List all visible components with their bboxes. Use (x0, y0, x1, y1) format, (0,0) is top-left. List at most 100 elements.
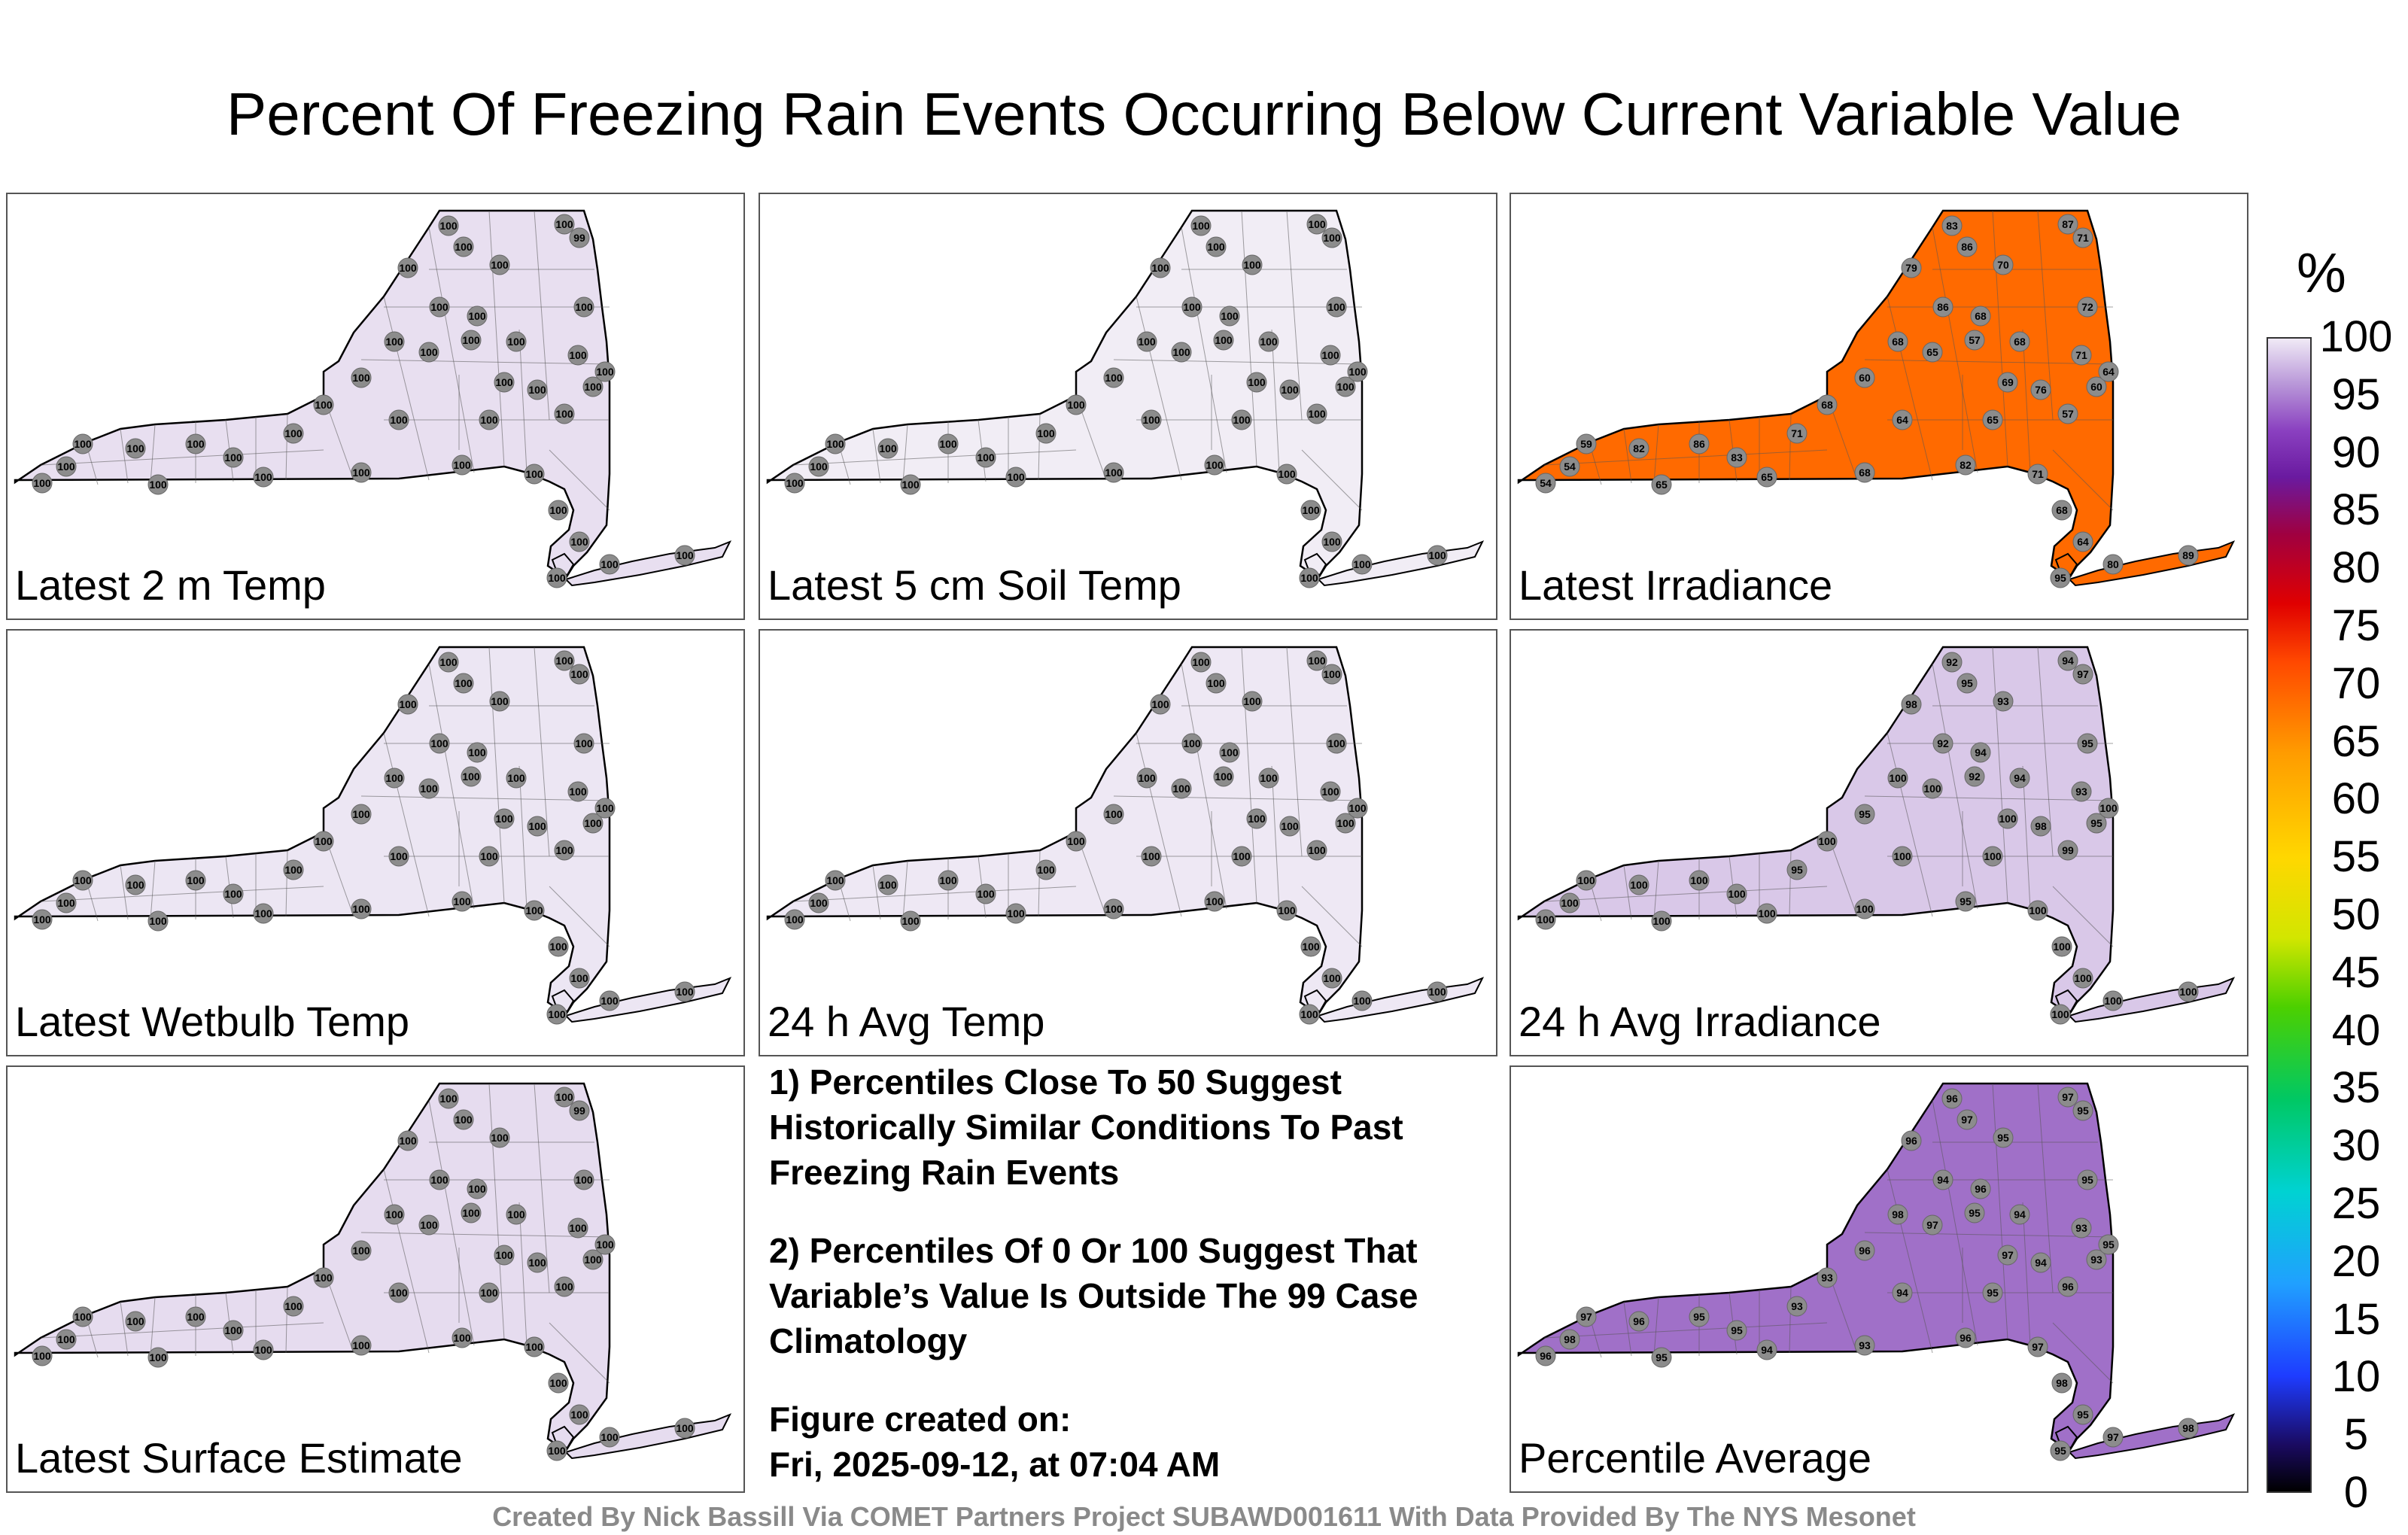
station-dot (527, 816, 548, 837)
station-value: 98 (1892, 1208, 1904, 1220)
station-value: 98 (2056, 1377, 2068, 1389)
station-dot (388, 846, 409, 867)
station-dot (674, 545, 695, 566)
station-marker: 95 (1993, 1127, 2014, 1148)
station-marker: 100 (453, 673, 474, 694)
station-marker: 87 (2057, 214, 2078, 235)
station-value: 57 (1969, 334, 1981, 346)
station-marker: 100 (546, 567, 567, 588)
station-value: 100 (390, 850, 408, 862)
station-marker: 100 (32, 1345, 53, 1366)
panel-label: Latest Surface Estimate (15, 1434, 463, 1482)
station-dot (527, 379, 548, 400)
station-dot (1726, 1320, 1747, 1341)
station-value: 100 (399, 1135, 417, 1147)
station-value: 100 (455, 241, 473, 253)
station-value: 100 (126, 442, 144, 454)
station-value: 100 (1172, 346, 1190, 358)
station-marker: 100 (975, 447, 996, 468)
station-dot (1817, 394, 1838, 415)
county-line (1864, 1232, 2114, 1238)
station-marker: 95 (1982, 1282, 2003, 1303)
station-marker: 100 (1171, 342, 1192, 363)
station-marker: 100 (1335, 376, 1356, 397)
station-dot (223, 1320, 244, 1341)
colorbar-tick-label: 40 (2331, 1005, 2381, 1055)
county-line (2022, 329, 2031, 473)
station-value: 100 (1207, 241, 1225, 253)
station-dot (548, 500, 569, 521)
station-value: 100 (254, 907, 272, 919)
station-value: 68 (1892, 336, 1904, 348)
station-dot (825, 870, 846, 891)
station-value: 100 (1321, 786, 1339, 798)
station-dot (567, 345, 588, 366)
station-value: 92 (1969, 771, 1981, 783)
station-marker: 100 (877, 438, 898, 459)
station-value: 92 (1946, 656, 1958, 668)
station-value: 65 (1987, 414, 1999, 426)
station-value: 100 (525, 904, 543, 916)
station-value: 100 (399, 698, 417, 710)
station-marker: 100 (825, 433, 846, 454)
state-outline (14, 209, 611, 579)
station-marker: 100 (1892, 846, 1913, 867)
station-value: 100 (480, 1287, 498, 1299)
station-dot (1258, 768, 1279, 789)
station-dot (313, 1267, 334, 1288)
station-dot (1756, 1339, 1777, 1360)
station-dot (1786, 1296, 1808, 1317)
station-marker: 100 (1242, 691, 1263, 712)
station-dot (1206, 236, 1227, 257)
station-marker: 68 (1817, 394, 1838, 415)
station-marker: 100 (2178, 981, 2199, 1002)
station-dot (1242, 691, 1263, 712)
colorbar-tick-label: 10 (2331, 1352, 2381, 1402)
station-dot (1219, 742, 1240, 763)
station-dot (438, 652, 459, 673)
station-value: 100 (600, 1431, 619, 1443)
county-line (1286, 210, 1303, 421)
station-marker: 86 (1932, 296, 1953, 318)
station-value: 65 (1655, 479, 1668, 491)
station-marker: 100 (1246, 372, 1267, 393)
station-marker: 95 (1786, 859, 1808, 880)
station-marker: 71 (1786, 423, 1808, 444)
station-value: 100 (1105, 903, 1123, 915)
station-value: 100 (352, 1339, 370, 1351)
station-marker: 100 (429, 1169, 450, 1190)
county-line (428, 663, 475, 910)
station-marker: 100 (1320, 345, 1341, 366)
station-marker: 100 (451, 891, 473, 912)
county-line (1992, 646, 2008, 904)
station-value: 97 (1926, 1219, 1938, 1231)
station-value: 100 (352, 808, 370, 820)
station-value: 100 (1037, 864, 1055, 876)
station-value: 96 (1905, 1135, 1917, 1147)
station-value: 100 (480, 850, 498, 862)
station-dot (2009, 768, 2030, 789)
station-value: 100 (1577, 874, 1595, 886)
station-dot (283, 1296, 304, 1317)
station-dot (554, 214, 575, 235)
station-dot (582, 376, 604, 397)
station-value: 100 (1308, 655, 1326, 667)
station-dot (56, 456, 77, 477)
station-marker: 100 (72, 1306, 93, 1327)
station-dot (1922, 778, 1943, 799)
station-marker: 100 (569, 664, 590, 685)
station-value: 99 (2062, 844, 2074, 856)
station-marker: 100 (1103, 462, 1124, 483)
station-value: 100 (575, 737, 593, 749)
station-marker: 95 (2086, 813, 2107, 834)
station-value: 100 (555, 1281, 573, 1293)
station-marker: 100 (418, 342, 439, 363)
station-marker: 100 (938, 433, 959, 454)
county-line (383, 732, 430, 917)
station-value: 94 (2062, 655, 2074, 667)
station-dot (825, 433, 846, 454)
station-value: 100 (1243, 695, 1261, 707)
station-marker: 95 (2072, 1100, 2093, 1121)
station-marker: 89 (2178, 545, 2199, 566)
station-value: 100 (430, 1174, 448, 1186)
